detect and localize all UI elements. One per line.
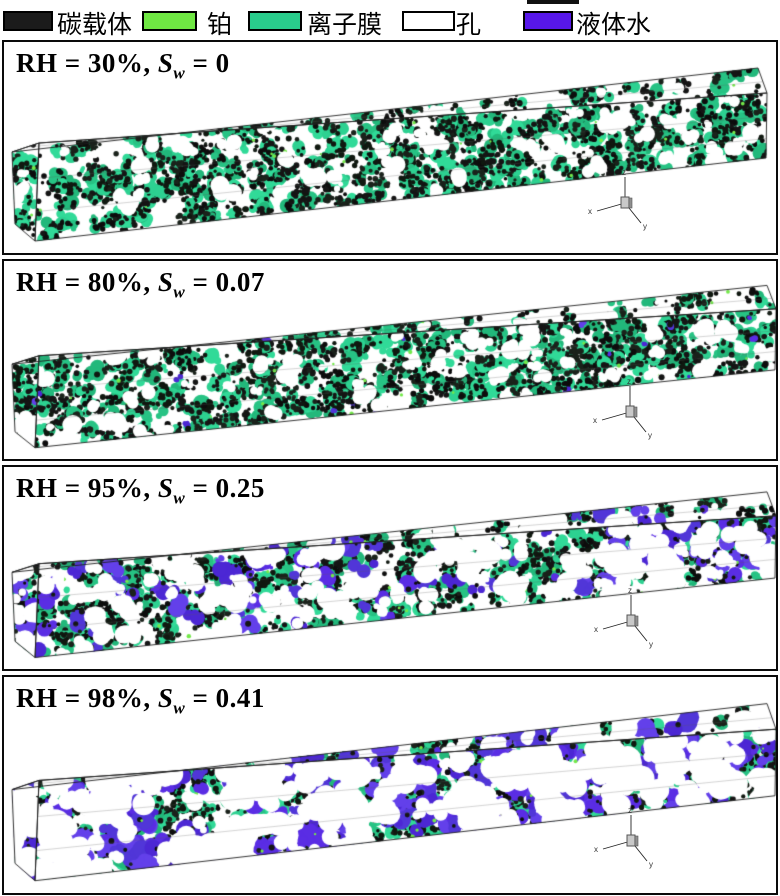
sw-subscript: w	[173, 488, 186, 508]
axis-label-z: z	[622, 168, 626, 177]
axis-triad: z x y	[588, 168, 647, 231]
sw-symbol: S	[157, 48, 174, 78]
sw-subscript: w	[173, 698, 186, 718]
legend-label-carbon: 碳载体	[57, 12, 133, 39]
panel-rh-98: RH = 98%, Sw = 0.41 z x y	[2, 675, 778, 895]
top-crop-fragment	[527, 0, 579, 4]
rh-text: RH = 98%,	[16, 683, 158, 713]
axis-label-y: y	[643, 222, 647, 231]
axis-label-y: y	[648, 431, 652, 440]
sw-value: = 0.41	[185, 683, 265, 713]
sw-symbol: S	[157, 267, 174, 297]
sw-value: = 0.25	[185, 473, 265, 503]
microstructure-canvas	[4, 467, 776, 669]
axis-triad: z x y	[593, 377, 652, 440]
panel-rh-95: RH = 95%, Sw = 0.25 z x y	[2, 465, 778, 671]
axis-label-y: y	[649, 860, 653, 869]
axis-triad: z x y	[594, 586, 653, 649]
legend-swatch-carbon	[3, 11, 53, 31]
legend-label-water: 液体水	[576, 12, 652, 39]
sw-symbol: S	[157, 683, 174, 713]
panel-title: RH = 30%, Sw = 0	[16, 48, 230, 83]
axis-label-z: z	[628, 586, 632, 595]
panel-title: RH = 98%, Sw = 0.41	[16, 683, 265, 718]
microstructure-canvas	[4, 677, 776, 893]
rh-text: RH = 30%,	[16, 48, 158, 78]
legend-label-platinum: 铂	[207, 12, 233, 39]
axis-label-x: x	[594, 625, 598, 634]
sw-subscript: w	[173, 282, 186, 302]
sw-subscript: w	[173, 63, 186, 83]
panel-rh-80: RH = 80%, Sw = 0.07 z x y	[2, 259, 778, 461]
axis-label-z: z	[627, 377, 631, 386]
legend-swatch-water	[523, 11, 573, 31]
microstructure-canvas	[4, 42, 776, 253]
legend-label-ionomer: 离子膜	[307, 12, 383, 39]
axis-triad: z x y	[594, 806, 653, 869]
axis-label-x: x	[593, 416, 597, 425]
axis-label-x: x	[588, 207, 592, 216]
legend-swatch-ionomer	[248, 11, 302, 31]
axis-label-z: z	[628, 806, 632, 815]
panel-title: RH = 80%, Sw = 0.07	[16, 267, 265, 302]
rh-text: RH = 80%,	[16, 267, 158, 297]
rh-text: RH = 95%,	[16, 473, 158, 503]
sw-value: = 0.07	[185, 267, 265, 297]
panel-rh-30: RH = 30%, Sw = 0 z x y	[2, 40, 778, 255]
legend-swatch-pore	[402, 11, 455, 31]
axis-label-x: x	[594, 845, 598, 854]
legend: 碳载体 铂 离子膜 孔 液体水	[0, 0, 780, 39]
sw-symbol: S	[157, 473, 174, 503]
panel-title: RH = 95%, Sw = 0.25	[16, 473, 265, 508]
legend-swatch-platinum	[142, 11, 197, 31]
microstructure-canvas	[4, 261, 776, 459]
legend-label-pore: 孔	[456, 12, 482, 39]
axis-label-y: y	[649, 640, 653, 649]
sw-value: = 0	[185, 48, 230, 78]
